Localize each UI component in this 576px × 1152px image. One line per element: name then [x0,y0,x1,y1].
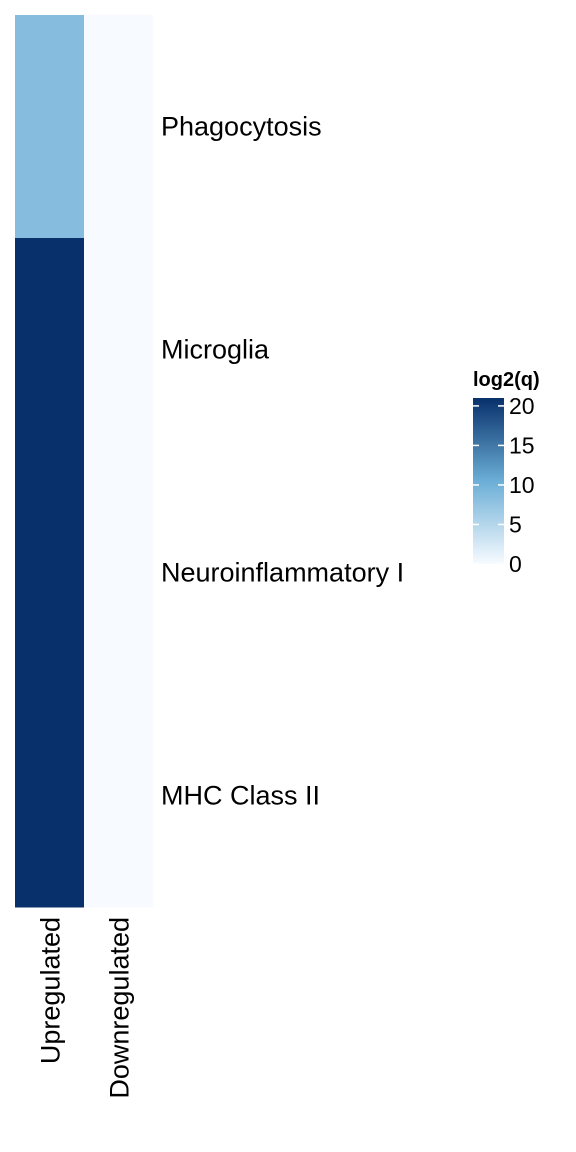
column-label: Upregulated [36,917,66,1064]
heatmap-cell [84,238,154,462]
row-label: Phagocytosis [161,112,322,142]
legend-tick-label: 0 [509,551,522,577]
row-label: Neuroinflammatory I [161,558,404,588]
row-labels: Phagocytosis Microglia Neuroinflammatory I… [161,112,404,811]
legend-tick-label: 15 [509,432,535,458]
heatmap-cell [84,684,154,908]
legend-tick-label: 10 [509,472,535,498]
heatmap-cell [15,238,85,462]
column-label: Downregulated [105,917,135,1099]
legend-colorbar [473,398,504,564]
heatmap-cell [15,461,85,685]
legend-title: log2(q) [473,369,540,391]
color-legend: log2(q) 0 5 10 15 20 [473,369,540,577]
legend-tick-label: 20 [509,393,535,419]
legend-tick-label: 5 [509,511,522,537]
legend-ticks: 0 5 10 15 20 [473,393,535,577]
heatmap-cell [84,461,154,685]
column-labels: Upregulated Downregulated [36,917,135,1099]
row-label: Microglia [161,335,270,365]
heatmap-cell [84,15,154,239]
heatmap-cell [15,15,85,239]
heatmap-cells [15,15,154,908]
row-label: MHC Class II [161,781,320,811]
heatmap-cell [15,684,85,908]
